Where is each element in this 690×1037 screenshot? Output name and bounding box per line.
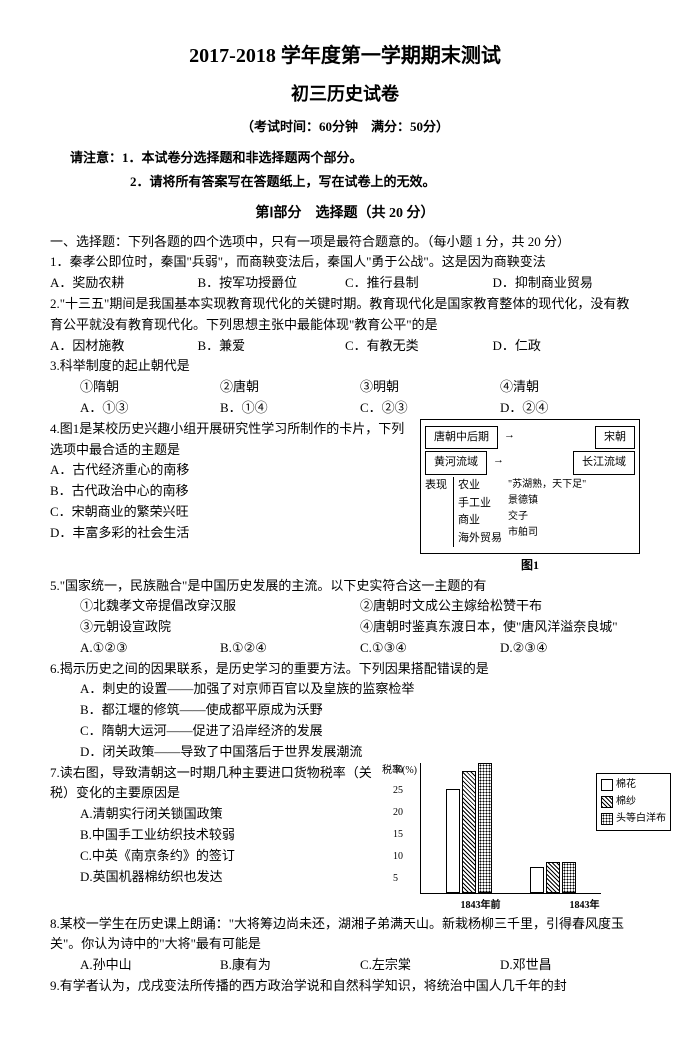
bar-group bbox=[446, 763, 492, 893]
q5-subopts-1: ①北魏孝文帝提倡改穿汉服 ②唐朝时文成公主嫁给松赞干布 bbox=[50, 596, 640, 617]
q2-options: A．因材施教 B．兼爱 C．有教无类 D．仁政 bbox=[50, 336, 640, 357]
fig1-expr-label: 表现 bbox=[425, 477, 447, 495]
q8-opt-b: B.康有为 bbox=[220, 955, 360, 976]
q3-sub-2: ②唐朝 bbox=[220, 377, 360, 398]
bar-group bbox=[530, 862, 576, 892]
section-1-intro: 一、选择题：下列各题的四个选项中，只有一项是最符合题意的。（每小题 1 分，共 … bbox=[50, 232, 640, 253]
q1-opt-d: D．抑制商业贸易 bbox=[493, 273, 641, 294]
q2-opt-d: D．仁政 bbox=[493, 336, 641, 357]
fig1-col2: "苏湖熟，天下足" 景德镇 交子 市舶司 bbox=[508, 477, 586, 541]
xlabel-2: 1843年 bbox=[570, 898, 600, 914]
q3-opt-d: D．②④ bbox=[500, 398, 640, 419]
q8-opt-a: A.孙中山 bbox=[80, 955, 220, 976]
q5-opt-a: A.①②③ bbox=[80, 638, 220, 659]
q3-opt-c: C．②③ bbox=[360, 398, 500, 419]
title-sub: 初三历史试卷 bbox=[50, 80, 640, 109]
bar bbox=[462, 771, 476, 892]
q5-sub-2: ②唐朝时文成公主嫁给松赞干布 bbox=[360, 596, 640, 617]
chart-legend: 棉花 棉纱 头等白洋布 bbox=[596, 773, 671, 831]
q5-subopts-2: ③元朝设宣政院 ④唐朝时鉴真东渡日本，使"唐风洋溢奈良城" bbox=[50, 617, 640, 638]
q2-opt-b: B．兼爱 bbox=[198, 336, 346, 357]
q3-text: 3.科举制度的起止朝代是 bbox=[50, 356, 640, 377]
bar bbox=[546, 862, 560, 892]
q9-text: 9.有学者认为，戊戌变法所传播的西方政治学说和自然科学知识，将统治中国人几千年的… bbox=[50, 976, 640, 997]
q6-opt-d: D．闭关政策——导致了中国落后于世界发展潮流 bbox=[50, 742, 640, 763]
q3-opt-a: A．①③ bbox=[80, 398, 220, 419]
q8-opt-c: C.左宗棠 bbox=[360, 955, 500, 976]
fig1-top-left: 唐朝中后期 bbox=[425, 426, 498, 450]
q5-opt-b: B.①②④ bbox=[220, 638, 360, 659]
bar bbox=[530, 867, 544, 893]
legend-3: 头等白洋布 bbox=[616, 811, 666, 827]
ytick-10: 10 bbox=[393, 849, 403, 865]
q8-text: 8.某校一学生在历史课上朗诵："大将筹边尚未还，湖湘子弟满天山。新栽杨柳三千里，… bbox=[50, 914, 640, 956]
bar bbox=[478, 763, 492, 893]
q5-sub-1: ①北魏孝文帝提倡改穿汉服 bbox=[80, 596, 360, 617]
xlabel-1: 1843年前 bbox=[461, 898, 501, 914]
exam-info: （考试时间：60分钟 满分：50分） bbox=[50, 117, 640, 138]
q6-opt-a: A．刺史的设置——加强了对京师百官以及皇族的监察检举 bbox=[50, 679, 640, 700]
q3-sub-3: ③明朝 bbox=[360, 377, 500, 398]
q5-text: 5."国家统一，民族融合"是中国历史发展的主流。以下史实符合这一主题的有 bbox=[50, 576, 640, 597]
chart-figure: 税率(%) 30 25 20 15 10 5 棉花 棉纱 头等白洋布 1843年… bbox=[390, 763, 640, 914]
fig1-col1: 农业 手工业 商业 海外贸易 bbox=[453, 477, 502, 547]
fig1-mid-left: 黄河流域 bbox=[425, 451, 487, 475]
q2-opt-a: A．因材施教 bbox=[50, 336, 198, 357]
q1-opt-b: B．按军功授爵位 bbox=[198, 273, 346, 294]
ytick-20: 20 bbox=[393, 805, 403, 821]
title-main: 2017-2018 学年度第一学期期末测试 bbox=[50, 40, 640, 72]
q2-text: 2."十三五"期间是我国基本实现教育现代化的关键时期。教育现代化是国家教育整体的… bbox=[50, 294, 640, 336]
ytick-25: 25 bbox=[393, 783, 403, 799]
q6-opt-c: C．隋朝大运河——促进了沿岸经济的发展 bbox=[50, 721, 640, 742]
q5-options: A.①②③ B.①②④ C.①③④ D.②③④ bbox=[50, 638, 640, 659]
notice-2: 2．请将所有答案写在答题纸上，写在试卷上的无效。 bbox=[50, 172, 640, 193]
section-1-header: 第Ⅰ部分 选择题（共 20 分） bbox=[50, 203, 640, 225]
q6-opt-b: B．都江堰的修筑——使成都平原成为沃野 bbox=[50, 700, 640, 721]
q3-sub-4: ④清朝 bbox=[500, 377, 640, 398]
legend-1: 棉花 bbox=[616, 777, 636, 793]
q5-opt-d: D.②③④ bbox=[500, 638, 640, 659]
q8-options: A.孙中山 B.康有为 C.左宗棠 D.邓世昌 bbox=[50, 955, 640, 976]
q2-opt-c: C．有教无类 bbox=[345, 336, 493, 357]
q5-sub-3: ③元朝设宣政院 bbox=[80, 617, 360, 638]
q3-options: A．①③ B．①④ C．②③ D．②④ bbox=[50, 398, 640, 419]
chart-area: 30 25 20 15 10 5 棉花 棉纱 头等白洋布 bbox=[420, 763, 601, 894]
figure-1: 唐朝中后期 宋朝 黄河流域 长江流域 表现 农业 手工业 商业 海外贸易 "苏湖… bbox=[420, 419, 640, 576]
notice-1: 请注意：1．本试卷分选择题和非选择题两个部分。 bbox=[50, 148, 640, 169]
q1-options: A．奖励农耕 B．按军功授爵位 C．推行县制 D．抑制商业贸易 bbox=[50, 273, 640, 294]
bar bbox=[562, 862, 576, 892]
q1-text: 1．秦孝公即位时，秦国"兵弱"，而商鞅变法后，秦国人"勇于公战"。这是因为商鞅变… bbox=[50, 252, 640, 273]
q3-sub-1: ①隋朝 bbox=[80, 377, 220, 398]
ytick-30: 30 bbox=[393, 763, 403, 779]
q1-opt-c: C．推行县制 bbox=[345, 273, 493, 294]
q8-opt-d: D.邓世昌 bbox=[500, 955, 640, 976]
fig1-caption: 图1 bbox=[420, 556, 640, 575]
bar bbox=[446, 789, 460, 893]
legend-2: 棉纱 bbox=[616, 794, 636, 810]
q5-opt-c: C.①③④ bbox=[360, 638, 500, 659]
fig1-mid-right: 长江流域 bbox=[573, 451, 635, 475]
ytick-15: 15 bbox=[393, 827, 403, 843]
q5-sub-4: ④唐朝时鉴真东渡日本，使"唐风洋溢奈良城" bbox=[360, 617, 640, 638]
q1-opt-a: A．奖励农耕 bbox=[50, 273, 198, 294]
ytick-5: 5 bbox=[393, 871, 398, 887]
q3-opt-b: B．①④ bbox=[220, 398, 360, 419]
q6-text: 6.揭示历史之间的因果联系，是历史学习的重要方法。下列因果搭配错误的是 bbox=[50, 659, 640, 680]
fig1-top-right: 宋朝 bbox=[595, 426, 635, 450]
q3-subopts: ①隋朝 ②唐朝 ③明朝 ④清朝 bbox=[50, 377, 640, 398]
